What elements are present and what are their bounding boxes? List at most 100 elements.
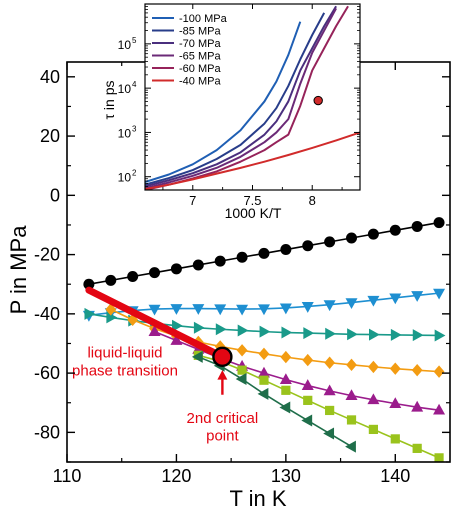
data-point [301,414,313,427]
data-point [237,365,247,375]
data-point [389,224,401,236]
data-point [301,302,314,313]
main-y-axis-label: P in MPa [6,225,31,315]
data-point [235,373,247,386]
x-tick-label: 140 [380,466,410,486]
inset-y-tick-base: 10 [118,82,132,96]
data-point [325,405,335,416]
data-point [191,350,203,363]
data-point [259,325,271,338]
data-point [215,323,227,336]
data-point [170,334,183,345]
data-point [281,326,293,339]
data-point [127,271,139,283]
data-point [323,300,336,312]
inset-marker-point [313,95,323,106]
inset-series-line [145,7,337,190]
x-tick-label: 120 [161,466,191,486]
data-point [434,329,446,342]
data-point [257,366,270,378]
inset-y-axis-label: τ in ps [101,81,117,120]
data-point [345,389,358,401]
data-point [148,304,161,316]
critical-point-marker [212,346,233,368]
data-point [434,453,444,462]
data-point [389,362,401,375]
main-axes-layer: 110 120 130 140 -80 -60 -40 -20 0 20 40 [34,62,450,486]
data-point [324,356,336,369]
data-point [433,217,445,229]
data-point [411,363,423,377]
y-tick-label: -40 [34,304,60,324]
data-point [389,293,402,305]
inset-series-line [145,21,302,183]
inset-y-tick-exponent: 2 [132,169,137,178]
data-point [279,373,292,385]
y-tick-label: -60 [34,363,60,383]
legend-label: -40 MPa [179,76,221,88]
data-point [236,251,248,263]
data-point [412,443,422,453]
annotation-halo: phase transition [72,362,178,379]
data-point [279,303,292,315]
annotation-halo: point [206,428,239,445]
data-point [368,360,379,374]
data-point [301,379,314,390]
legend-label: -65 MPa [179,51,221,63]
data-point [259,375,269,385]
data-point [170,304,183,315]
inset-series-line [145,12,326,186]
data-point [412,329,424,342]
annotation-halo: liquid-liquid [87,345,162,362]
data-point [280,350,292,364]
data-point [214,255,226,267]
series-triangle-left [191,350,356,453]
legend-label: -70 MPa [179,38,221,50]
data-point [433,365,445,378]
inset-y-tick-exponent: 4 [132,80,137,89]
phase-transition-line [85,286,226,361]
data-point [149,267,161,279]
data-point [280,244,292,256]
inset-background [145,4,360,190]
inset-x-axis-label: 1000 K/T [225,205,282,221]
series-circle [83,217,445,290]
data-point [411,291,424,302]
data-point [257,387,269,400]
data-point [369,328,380,341]
data-point [302,240,314,252]
data-point [83,278,95,290]
data-point [84,307,96,320]
data-point [303,395,313,405]
critical-point-arrow-head [217,370,228,380]
data-point [193,321,205,334]
data-point [323,427,335,440]
annotation-text: 2nd critical [187,410,259,427]
data-point [257,304,270,316]
data-point [433,288,446,300]
series-line [110,308,440,373]
data-point [367,393,380,405]
y-tick-label: -80 [34,422,60,442]
data-point [236,304,249,316]
data-point [367,295,380,307]
data-point [172,319,183,332]
data-point [323,384,336,396]
data-point [214,304,227,316]
data-point [345,440,356,453]
inset-series-layer [145,5,360,190]
annotation-text: point [206,428,239,445]
inset-legend: -100 MPa-85 MPa-70 MPa-65 MPa-60 MPa-40 … [152,13,228,88]
data-point [302,353,314,367]
data-point [347,328,358,341]
data-point [433,403,446,415]
y-tick-label: 40 [40,67,60,87]
inset-y-tick-base: 10 [118,38,132,52]
inset-y-tick-base: 10 [118,126,132,140]
inset-x-tick-label: 7 [189,193,196,208]
data-point [368,424,378,435]
